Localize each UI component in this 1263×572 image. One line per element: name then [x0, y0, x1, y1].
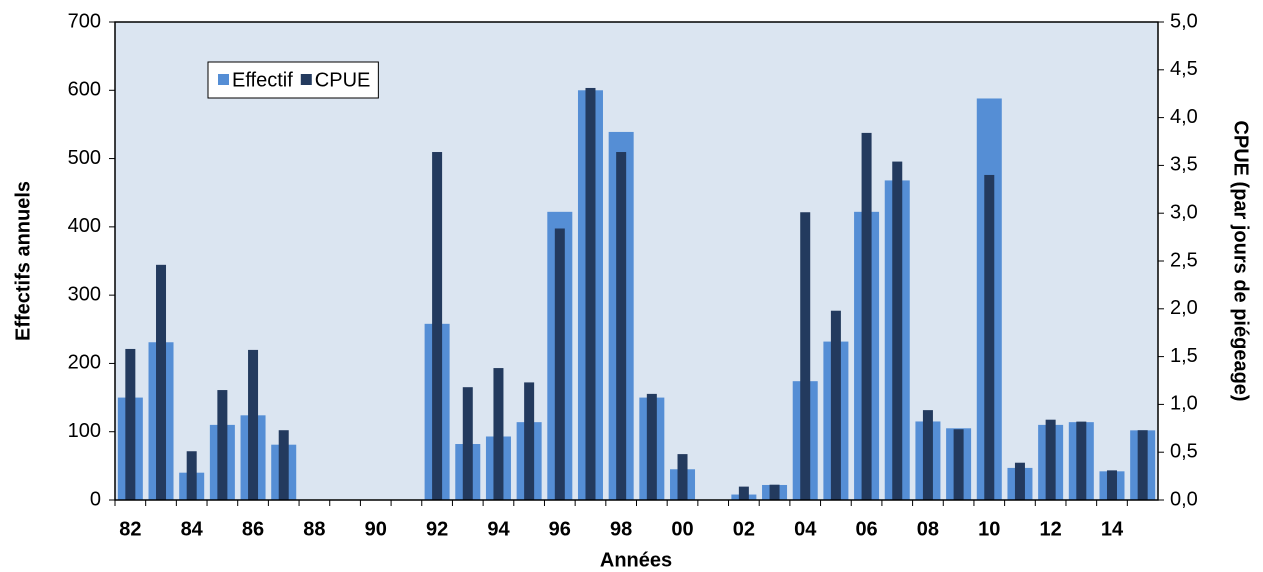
legend-label: Effectif — [232, 69, 293, 91]
x-tick-label: 88 — [303, 518, 325, 540]
y-axis-title: Effectifs annuels — [12, 181, 34, 341]
bar — [278, 430, 289, 500]
x-tick-label: 14 — [1101, 518, 1124, 540]
bar — [186, 451, 197, 500]
y2-tick-label: 4,0 — [1170, 106, 1198, 128]
x-axis-title: Années — [600, 549, 672, 571]
legend-label: CPUE — [315, 69, 371, 91]
x-tick-label: 98 — [610, 518, 632, 540]
bar — [1137, 430, 1148, 500]
x-tick-label: 06 — [855, 518, 877, 540]
y-tick-label: 600 — [68, 79, 101, 101]
x-tick-label: 00 — [671, 518, 693, 540]
bar — [861, 132, 872, 500]
plot-frame — [114, 21, 1159, 501]
legend: Effectif CPUE — [207, 61, 379, 99]
y-tick-label: 700 — [68, 10, 101, 32]
bar — [984, 174, 995, 500]
legend-swatch — [218, 74, 229, 85]
bar — [1106, 470, 1117, 500]
bar — [646, 393, 657, 500]
bar — [892, 161, 903, 501]
bar — [922, 410, 933, 500]
y-tick-label: 100 — [68, 420, 101, 442]
bar — [830, 310, 841, 500]
bar — [125, 348, 136, 500]
bar — [248, 349, 259, 500]
legend-box — [207, 61, 379, 99]
bar — [217, 390, 228, 500]
y2-tick-label: 1,5 — [1170, 345, 1198, 367]
bar — [554, 228, 565, 500]
y2-tick-label: 2,5 — [1170, 249, 1198, 271]
y2-tick-label: 1,0 — [1170, 393, 1198, 415]
x-tick-label: 94 — [487, 518, 510, 540]
y2-tick-label: 2,0 — [1170, 297, 1198, 319]
x-tick-label: 86 — [242, 518, 264, 540]
legend-swatch — [300, 74, 312, 85]
bar — [677, 454, 688, 500]
y2-tick-label: 3,5 — [1170, 154, 1198, 176]
y2-tick-label: 0,5 — [1170, 440, 1198, 462]
bar — [585, 87, 596, 501]
bar — [1014, 462, 1025, 500]
bar — [156, 264, 167, 500]
x-tick-label: 84 — [181, 518, 204, 540]
y2-tick-label: 3,0 — [1170, 201, 1198, 223]
x-tick-label: 04 — [794, 518, 817, 540]
y2-axis-title: CPUE (par jours de piégeage) — [1230, 120, 1252, 401]
bar — [493, 368, 504, 500]
x-tick-label: 12 — [1040, 518, 1062, 540]
bar — [1045, 419, 1056, 500]
bar — [432, 152, 443, 501]
bar — [953, 429, 964, 500]
x-tick-label: 08 — [917, 518, 939, 540]
y-tick-label: 400 — [68, 215, 101, 237]
bar — [1076, 421, 1087, 500]
y-tick-label: 500 — [68, 147, 101, 169]
y2-tick-label: 0,0 — [1170, 488, 1198, 510]
x-tick-label: 82 — [119, 518, 141, 540]
y-tick-label: 0 — [90, 488, 101, 510]
y2-tick-label: 4,5 — [1170, 58, 1198, 80]
y2-tick-label: 5,0 — [1170, 10, 1198, 32]
bar — [800, 212, 811, 500]
x-tick-label: 10 — [978, 518, 1000, 540]
x-tick-label: 02 — [733, 518, 755, 540]
x-tick-label: 92 — [426, 518, 448, 540]
y-tick-label: 300 — [68, 283, 101, 305]
bar — [462, 387, 473, 500]
bar — [738, 486, 749, 500]
x-tick-label: 96 — [549, 518, 571, 540]
bar — [524, 382, 535, 500]
bar — [616, 152, 627, 501]
y-tick-label: 200 — [68, 352, 101, 374]
bar — [769, 484, 780, 500]
x-tick-label: 90 — [365, 518, 387, 540]
